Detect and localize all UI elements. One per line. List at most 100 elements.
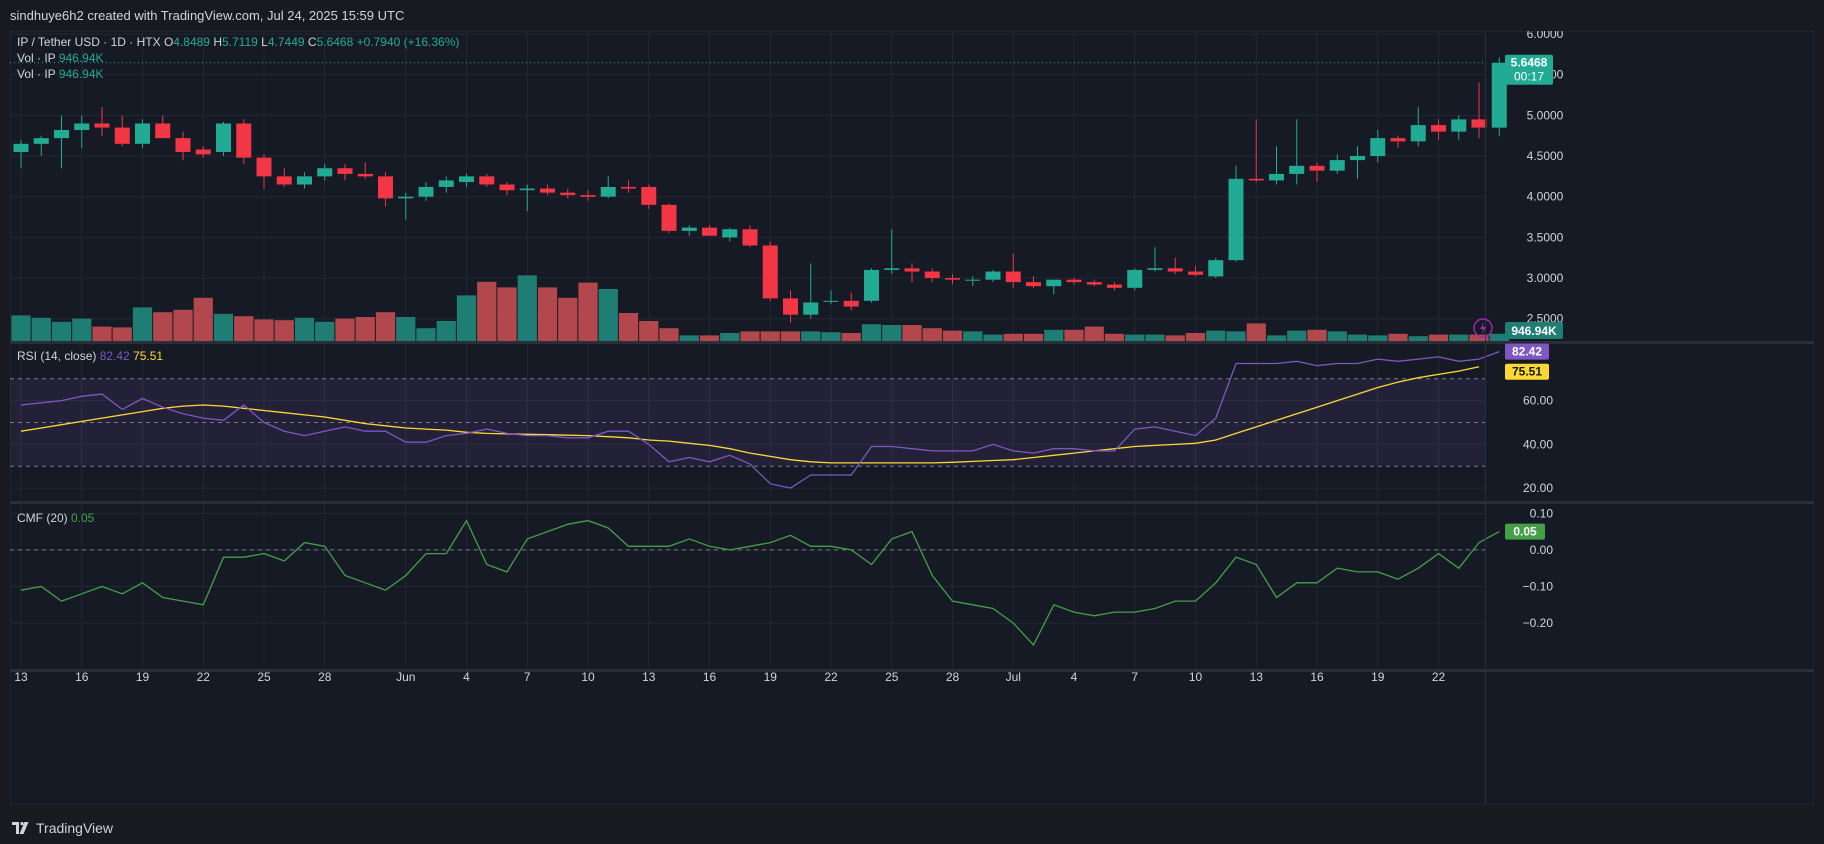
candle[interactable] — [1269, 146, 1284, 185]
candle[interactable] — [357, 162, 373, 179]
candle[interactable] — [317, 164, 333, 181]
candle[interactable] — [398, 192, 414, 220]
candle[interactable] — [236, 119, 252, 165]
candle[interactable] — [1127, 268, 1143, 291]
time-axis-label: 28 — [946, 670, 960, 684]
volume-bar — [821, 332, 841, 341]
candle[interactable] — [864, 268, 879, 303]
candle[interactable] — [519, 184, 535, 212]
candle[interactable] — [803, 263, 819, 319]
candle[interactable] — [702, 225, 717, 236]
candle[interactable] — [884, 229, 900, 274]
candle[interactable] — [195, 146, 211, 158]
candle[interactable] — [1188, 265, 1203, 277]
candle[interactable] — [1431, 119, 1446, 140]
volume-bar — [51, 321, 72, 341]
candle[interactable] — [459, 173, 474, 187]
volume-bar — [1368, 335, 1388, 341]
chart-area[interactable]: 6.00005.50005.00004.50004.00003.50003.00… — [10, 31, 1814, 805]
ohlc-label: C — [308, 35, 317, 49]
candle[interactable] — [540, 184, 555, 196]
candle[interactable] — [114, 115, 130, 147]
candle[interactable] — [1289, 119, 1305, 185]
candle[interactable] — [1046, 279, 1062, 295]
candle-body — [276, 176, 292, 185]
candle[interactable] — [580, 190, 596, 201]
candle[interactable] — [418, 182, 434, 201]
candle[interactable] — [256, 154, 272, 189]
candle[interactable] — [1370, 129, 1386, 163]
last-price-tag — [1505, 54, 1553, 85]
candle[interactable] — [1147, 247, 1163, 272]
candle[interactable] — [74, 115, 90, 148]
candle[interactable] — [479, 173, 495, 187]
price-axis[interactable]: 6.00005.50005.00004.50004.00003.50003.00… — [1473, 31, 1564, 630]
candle[interactable] — [742, 225, 758, 248]
candle[interactable] — [1329, 154, 1345, 174]
candle[interactable] — [438, 176, 454, 193]
candle[interactable] — [276, 168, 292, 187]
candle[interactable] — [1410, 107, 1426, 147]
brand[interactable]: TradingView — [12, 820, 113, 836]
candle[interactable] — [54, 115, 69, 169]
panel-separators[interactable] — [10, 31, 1814, 805]
countdown-timer: 00:17 — [1514, 70, 1544, 84]
candle[interactable] — [1228, 165, 1244, 262]
candle[interactable] — [216, 121, 231, 157]
candle[interactable] — [1107, 282, 1122, 291]
candle[interactable] — [135, 119, 150, 148]
candle[interactable] — [722, 227, 738, 242]
price-axis-label: 5.0000 — [1527, 108, 1564, 122]
candle[interactable] — [924, 268, 940, 283]
candle[interactable] — [621, 180, 636, 193]
candle[interactable] — [945, 273, 960, 285]
candle[interactable] — [1491, 57, 1507, 137]
candle[interactable] — [155, 115, 171, 139]
candle[interactable] — [1350, 146, 1365, 179]
candle[interactable] — [1208, 257, 1224, 279]
candle[interactable] — [904, 263, 920, 283]
price-candles[interactable] — [10, 57, 1507, 323]
candle[interactable] — [823, 290, 839, 305]
candle[interactable] — [1451, 115, 1467, 140]
candle[interactable] — [965, 276, 981, 287]
candle[interactable] — [985, 269, 1001, 283]
candle[interactable] — [94, 107, 110, 136]
candle[interactable] — [783, 290, 798, 323]
volume-legend-value: 946.94K — [59, 51, 104, 65]
candle[interactable] — [600, 176, 616, 199]
candle[interactable] — [762, 241, 778, 301]
lightning-alert-icon[interactable] — [1473, 318, 1493, 338]
candle[interactable] — [33, 135, 49, 157]
candle[interactable] — [297, 172, 312, 189]
time-axis[interactable]: 13 16 19 22 25 28 Jun 4 7 10 13 16 19 22 25 28 Jul 4 7 10 13… — [14, 670, 1445, 684]
candle-body — [114, 127, 130, 144]
candle[interactable] — [1309, 162, 1325, 183]
time-axis-label: 7 — [524, 670, 531, 684]
candle[interactable] — [337, 164, 353, 181]
candle[interactable] — [1086, 279, 1102, 287]
candle[interactable] — [1026, 276, 1041, 288]
candle[interactable] — [1248, 119, 1264, 183]
candle[interactable] — [1005, 253, 1021, 288]
candle-body — [1107, 284, 1122, 288]
candle[interactable] — [378, 172, 393, 207]
candle[interactable] — [661, 203, 677, 234]
candle[interactable] — [560, 188, 576, 199]
candle[interactable] — [13, 139, 29, 169]
candle-body — [1005, 271, 1021, 283]
volume-bar — [861, 324, 882, 341]
chart-svg[interactable]: 6.00005.50005.00004.50004.00003.50003.00… — [10, 31, 1814, 805]
candle[interactable] — [1390, 135, 1406, 148]
candle[interactable] — [175, 131, 191, 161]
candle[interactable] — [641, 184, 657, 209]
candle[interactable] — [681, 225, 697, 236]
candle[interactable] — [499, 182, 515, 196]
candle[interactable] — [843, 292, 859, 311]
candle[interactable] — [1066, 278, 1082, 285]
candle[interactable] — [1167, 257, 1183, 274]
candle[interactable] — [1471, 82, 1487, 139]
time-axis-label: 22 — [824, 670, 838, 684]
candle-body — [580, 195, 596, 197]
volume-bar — [679, 335, 699, 341]
